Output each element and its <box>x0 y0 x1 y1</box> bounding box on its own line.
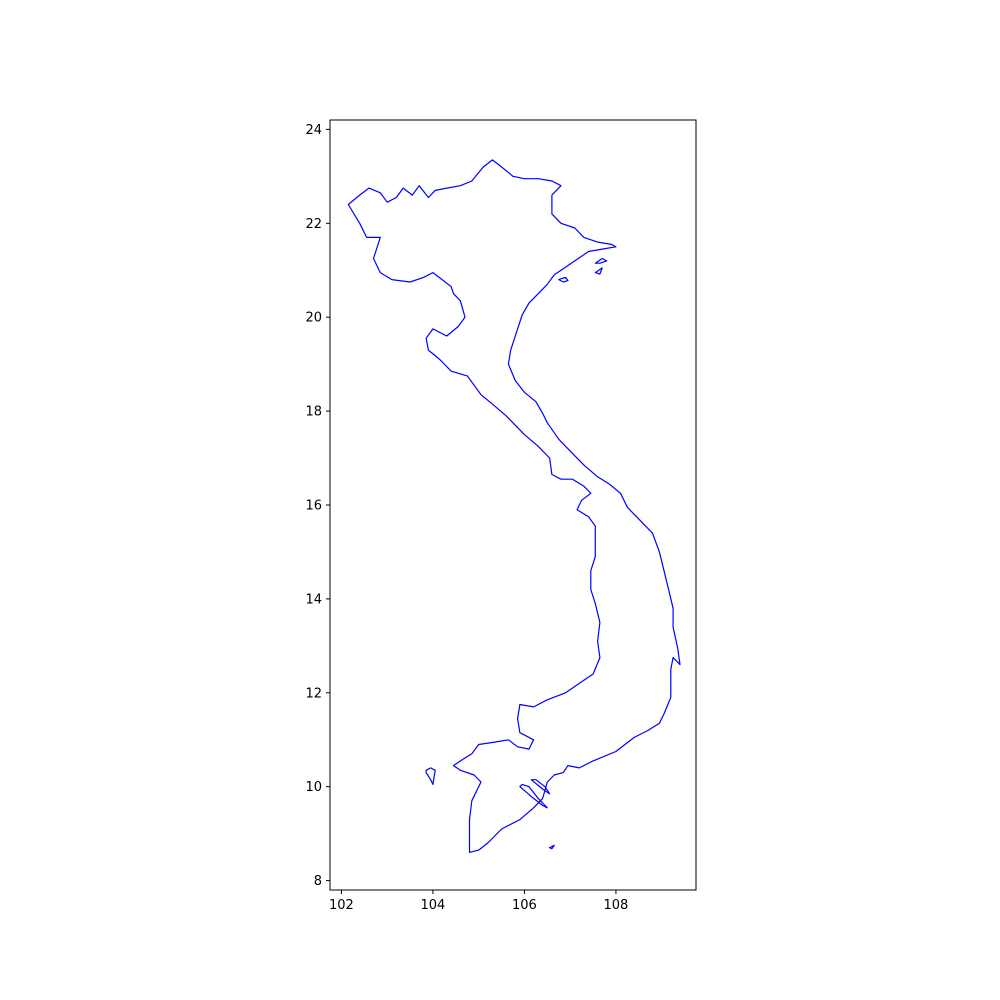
y-tick-label: 24 <box>305 123 322 138</box>
y-tick-label: 22 <box>305 217 322 232</box>
shape-con-dao-island <box>548 844 555 850</box>
shape-cat-ba-island-1 <box>594 257 608 264</box>
shape-mainland <box>347 159 681 854</box>
y-tick-label: 18 <box>305 405 322 420</box>
y-axis-ticks: 8 10 12 14 16 18 20 22 24 <box>305 123 330 889</box>
shape-phu-quoc-island <box>425 767 436 786</box>
shape-mekong-delta-island-2 <box>530 779 551 795</box>
y-tick-label: 8 <box>314 874 322 889</box>
x-tick-label: 106 <box>512 898 537 913</box>
y-tick-label: 16 <box>305 499 322 514</box>
x-axis-ticks: 102 104 106 108 <box>329 890 628 913</box>
shape-cat-ba-island-3 <box>558 276 569 283</box>
y-tick-label: 20 <box>305 311 322 326</box>
y-tick-label: 14 <box>305 592 322 607</box>
y-tick-label: 10 <box>305 780 322 795</box>
coastline-layer <box>347 159 681 854</box>
shape-mekong-delta-island-1 <box>519 783 548 809</box>
x-tick-label: 108 <box>604 898 629 913</box>
x-tick-label: 102 <box>329 898 354 913</box>
shape-cat-ba-island-2 <box>594 267 603 275</box>
x-tick-label: 104 <box>421 898 446 913</box>
y-tick-label: 12 <box>305 686 322 701</box>
